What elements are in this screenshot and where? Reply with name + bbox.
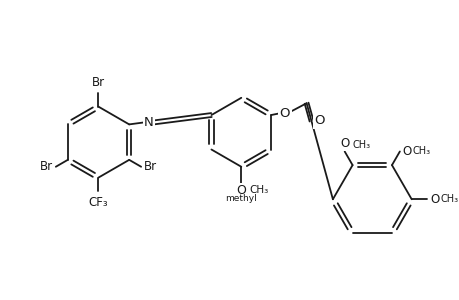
Text: methyl: methyl xyxy=(225,194,257,203)
Text: Br: Br xyxy=(39,160,53,173)
Text: Br: Br xyxy=(92,76,105,89)
Text: methyl: methyl xyxy=(240,191,245,192)
Text: N: N xyxy=(144,116,153,129)
Text: O: O xyxy=(279,106,290,120)
Text: CH₃: CH₃ xyxy=(249,185,268,196)
Text: O: O xyxy=(236,184,246,197)
Text: O: O xyxy=(236,185,246,199)
Text: CH₃: CH₃ xyxy=(352,140,370,149)
Text: O: O xyxy=(339,136,348,149)
Text: O: O xyxy=(314,114,324,128)
Text: CH₃: CH₃ xyxy=(412,146,430,157)
Text: O: O xyxy=(402,145,411,158)
Text: CF₃: CF₃ xyxy=(89,196,108,209)
Text: CH₃: CH₃ xyxy=(439,194,457,204)
Text: O: O xyxy=(430,193,439,206)
Text: Br: Br xyxy=(144,160,157,173)
